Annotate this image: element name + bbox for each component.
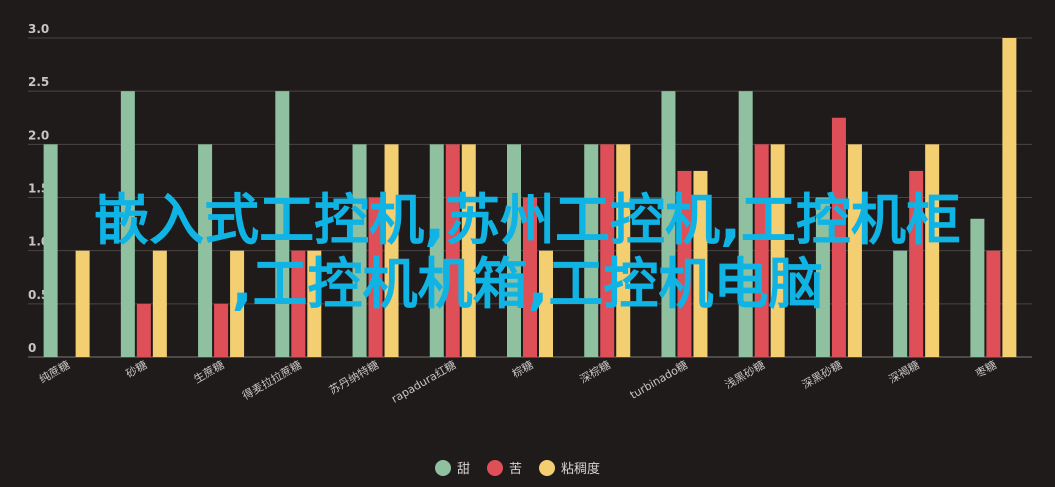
x-tick-label: 纯蔗糖: [37, 357, 73, 386]
bar: [461, 144, 476, 357]
bar: [1002, 38, 1017, 357]
bar: [831, 117, 846, 357]
bar: [986, 250, 1001, 357]
y-tick-label: 2.0: [28, 128, 49, 142]
bar: [214, 303, 229, 357]
bar: [275, 91, 290, 358]
bar: [893, 250, 908, 357]
bar: [429, 144, 444, 357]
bar: [738, 91, 753, 358]
y-tick-label: 3.0: [28, 22, 49, 36]
bar: [136, 303, 151, 357]
bar: [677, 170, 692, 357]
bar: [120, 91, 135, 358]
legend-swatch: [435, 460, 451, 476]
bar: [368, 197, 383, 357]
bar: [815, 197, 830, 357]
x-tick-label: rapadura红糖: [389, 357, 459, 405]
overlay-line-2: ,工控机机箱,工控机电脑: [231, 252, 824, 316]
bar: [847, 144, 862, 357]
bar: [925, 144, 940, 357]
bar: [600, 144, 615, 357]
y-tick-label: 0: [28, 341, 36, 355]
legend-swatch: [539, 460, 555, 476]
x-tick-label: 浅黑砂糖: [722, 357, 767, 391]
bar: [693, 170, 708, 357]
bar: [754, 144, 769, 357]
legend-label: 甜: [457, 461, 470, 477]
bar: [291, 250, 306, 357]
x-tick-label: 生蔗糖: [191, 357, 227, 386]
bar: [970, 218, 985, 357]
x-tick-label: turbinado糖: [627, 357, 690, 401]
bar: [152, 250, 167, 357]
bar: [445, 144, 460, 357]
bar: [909, 170, 924, 357]
bar: [507, 144, 521, 357]
bar: [307, 250, 322, 357]
bar: [539, 250, 553, 357]
bar: [352, 144, 367, 357]
x-tick-label: 深黑砂糖: [799, 357, 844, 391]
y-tick-label: 2.5: [28, 75, 49, 89]
bar: [523, 197, 537, 357]
x-tick-label: 深褐糖: [886, 357, 922, 386]
bar: [384, 144, 399, 357]
bar: [770, 144, 785, 357]
bar: [198, 144, 213, 357]
legend-label: 苦: [509, 461, 522, 477]
overlay-line-1: 嵌入式工控机,苏州工控机,工控机柜: [94, 188, 961, 252]
x-tick-label: 苏丹纳特糖: [326, 357, 381, 397]
x-tick-label: 棕糖: [509, 357, 535, 380]
legend-swatch: [487, 460, 503, 476]
bar: [661, 91, 676, 358]
bar: [230, 250, 245, 357]
bar: [584, 144, 599, 357]
x-tick-label: 得麦拉拉蔗糖: [240, 357, 304, 402]
bar: [75, 250, 90, 357]
bar: [43, 144, 58, 357]
x-tick-label: 深棕糖: [577, 357, 613, 386]
legend-label: 粘稠度: [561, 461, 600, 477]
x-tick-label: 枣糖: [973, 357, 999, 380]
watermark-overlay: 嵌入式工控机,苏州工控机,工控机柜 ,工控机机箱,工控机电脑: [0, 188, 1055, 316]
bar: [616, 144, 631, 357]
x-tick-label: 砂糖: [123, 357, 149, 380]
